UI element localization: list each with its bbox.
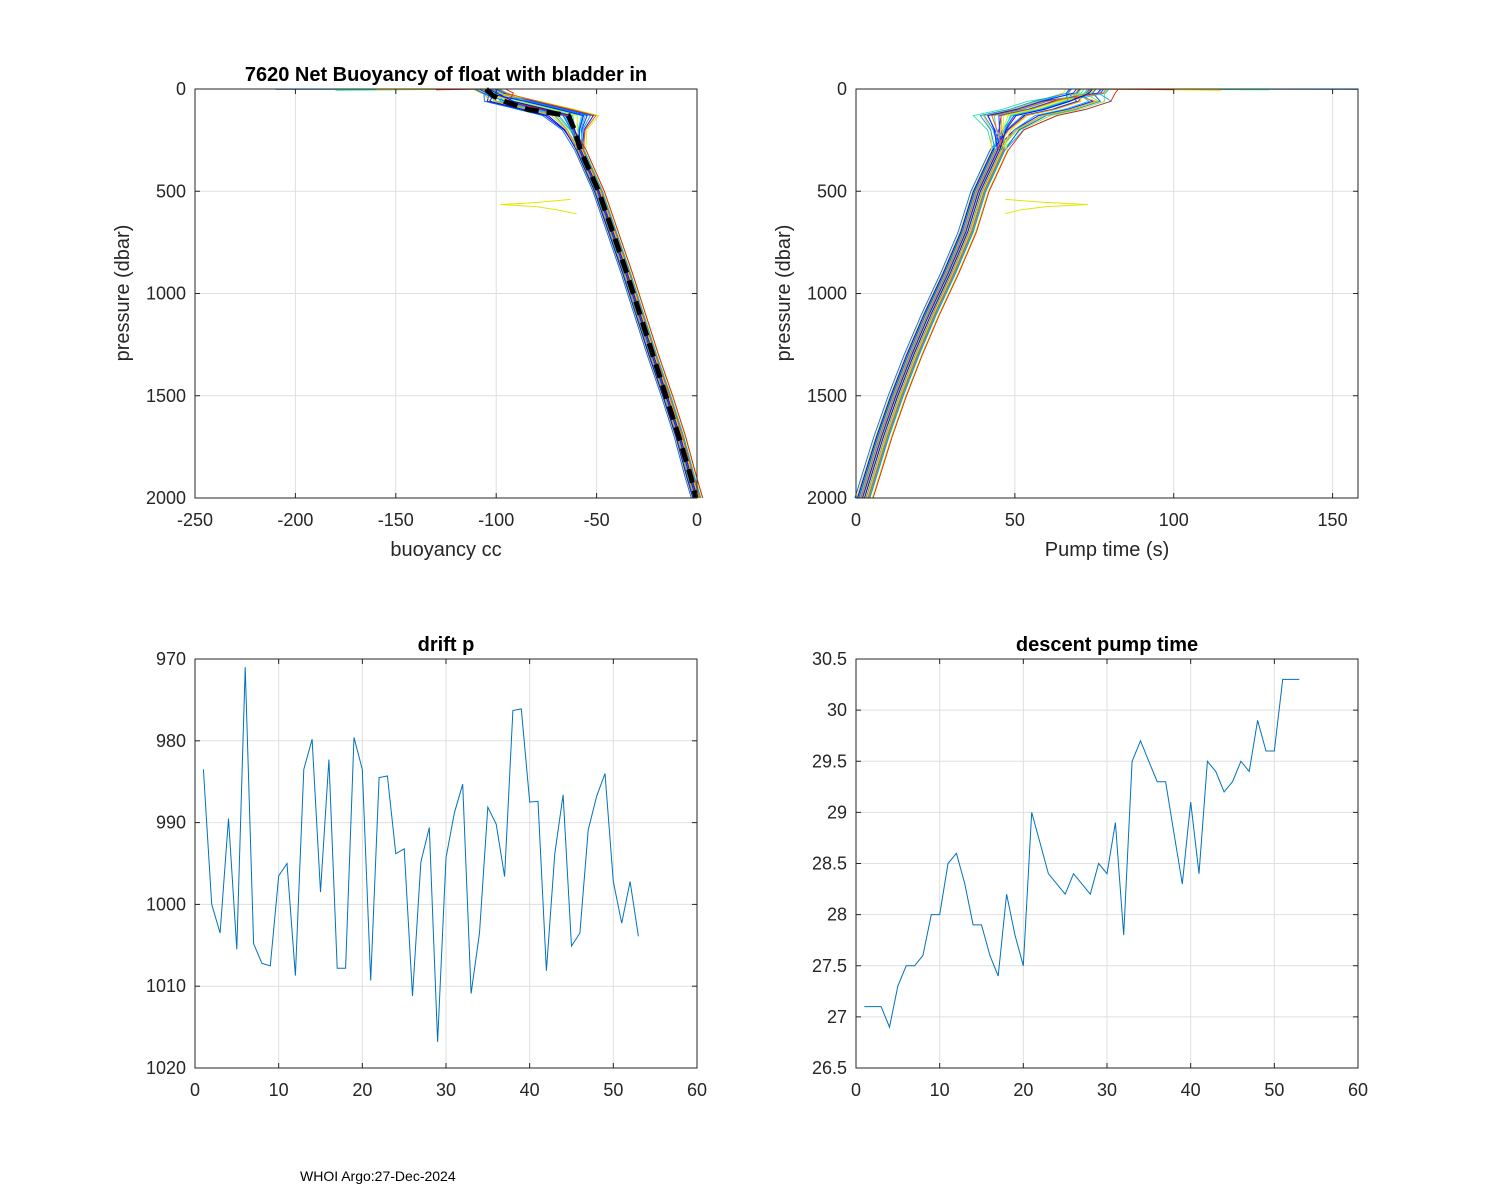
x-tick-label: 20 [352, 1080, 372, 1100]
y-tick-label: 2000 [807, 488, 847, 508]
profile-line [871, 88, 1095, 499]
y-tick-label: 0 [176, 79, 186, 99]
profile-line [864, 88, 1093, 499]
profile-line [867, 88, 1109, 499]
profile-line [860, 88, 1070, 499]
buoyancy-xlabel: buoyancy cc [390, 539, 501, 561]
y-tick-label: 1500 [146, 386, 186, 406]
drift-line [202, 667, 639, 1042]
x-tick-label: 0 [851, 1080, 861, 1100]
x-tick-label: 40 [520, 1080, 540, 1100]
y-tick-label: 27.5 [812, 956, 847, 976]
pump-xlabel: Pump time (s) [1045, 539, 1169, 561]
x-tick-label: 40 [1181, 1080, 1201, 1100]
y-tick-label: 500 [817, 181, 847, 201]
mean-profile-line [484, 87, 699, 499]
drift-title: drift p [418, 634, 475, 656]
x-tick-label: 0 [190, 1080, 200, 1100]
pump-profiles [854, 88, 1359, 499]
x-tick-label: 10 [930, 1080, 950, 1100]
y-tick-label: 1000 [146, 284, 186, 304]
x-tick-label: 50 [1005, 510, 1025, 530]
outlier-profile-line [1005, 198, 1088, 215]
y-tick-label: 2000 [146, 488, 186, 508]
profile-line [861, 88, 1077, 499]
buoyancy-axes: -250 -200 -150 -100 -50 0 0 500 1000 1500 2000 762… [112, 64, 704, 561]
y-tick-label: 29.5 [812, 751, 847, 771]
x-tick-label: 50 [603, 1080, 623, 1100]
y-tick-label: 1020 [146, 1058, 186, 1078]
x-tick-label: 20 [1013, 1080, 1033, 1100]
x-tick-label: 10 [269, 1080, 289, 1100]
x-tick-label: 30 [1097, 1080, 1117, 1100]
profile-line [872, 88, 1119, 499]
y-tick-label: 29 [827, 802, 847, 822]
x-tick-label: 60 [687, 1080, 707, 1100]
x-tick-label: 0 [851, 510, 861, 530]
y-tick-label: 990 [156, 813, 186, 833]
profile-line [863, 88, 1100, 499]
buoyancy-profiles [275, 87, 704, 499]
x-tick-label: 100 [1159, 510, 1189, 530]
profile-line [505, 88, 704, 499]
y-tick-label: 1010 [146, 976, 186, 996]
outlier-profile-line [500, 198, 577, 215]
x-tick-label: 150 [1318, 510, 1348, 530]
profile-line [497, 88, 701, 499]
x-tick-label: 0 [692, 510, 702, 530]
y-tick-label: 26.5 [812, 1058, 847, 1078]
buoyancy-ylabel: pressure (dbar) [112, 225, 134, 362]
y-tick-label: 0 [837, 79, 847, 99]
profile-line [859, 88, 1091, 499]
descent-line [864, 678, 1300, 1029]
series-line [202, 667, 639, 1042]
x-tick-label: -200 [277, 510, 313, 530]
descent-ticks: 0 10 20 30 40 50 60 26.5 27 27.5 28 28.5 29 29.5 30 30.… [812, 649, 1368, 1100]
y-tick-label: 970 [156, 649, 186, 669]
profile-line [859, 88, 1081, 499]
buoyancy-title: 7620 Net Buoyancy of float with bladder … [245, 64, 647, 86]
descent-axes: 0 10 20 30 40 50 60 26.5 27 27.5 28 28.5 29 29.5 30 30.… [812, 634, 1368, 1100]
profile-line [861, 88, 1098, 499]
profile-line [854, 88, 1078, 499]
profile-line [485, 88, 694, 499]
y-tick-label: 1500 [807, 386, 847, 406]
x-tick-label: -50 [584, 510, 610, 530]
y-tick-label: 28 [827, 905, 847, 925]
y-tick-label: 500 [156, 181, 186, 201]
y-tick-label: 30.5 [812, 649, 847, 669]
x-tick-label: -100 [478, 510, 514, 530]
profile-line [475, 88, 692, 499]
y-tick-label: 980 [156, 731, 186, 751]
profile-line [867, 88, 1107, 499]
buoyancy-ticks: -250 -200 -150 -100 -50 0 0 500 1000 1500 2000 [146, 79, 702, 530]
x-tick-label: 50 [1264, 1080, 1284, 1100]
x-tick-label: -150 [378, 510, 414, 530]
descent-title: descent pump time [1016, 634, 1198, 656]
y-tick-label: 30 [827, 700, 847, 720]
y-tick-label: 1000 [146, 894, 186, 914]
x-tick-label: 30 [436, 1080, 456, 1100]
footer-stamp: WHOI Argo:27-Dec-2024 [300, 1168, 456, 1184]
profile-line [494, 88, 702, 499]
y-tick-label: 28.5 [812, 854, 847, 874]
x-tick-label: 60 [1348, 1080, 1368, 1100]
profile-line [856, 88, 1067, 499]
x-tick-label: -250 [177, 510, 213, 530]
y-tick-label: 1000 [807, 284, 847, 304]
pump-ylabel: pressure (dbar) [773, 225, 795, 362]
series-line [864, 678, 1300, 1029]
y-tick-label: 27 [827, 1007, 847, 1027]
